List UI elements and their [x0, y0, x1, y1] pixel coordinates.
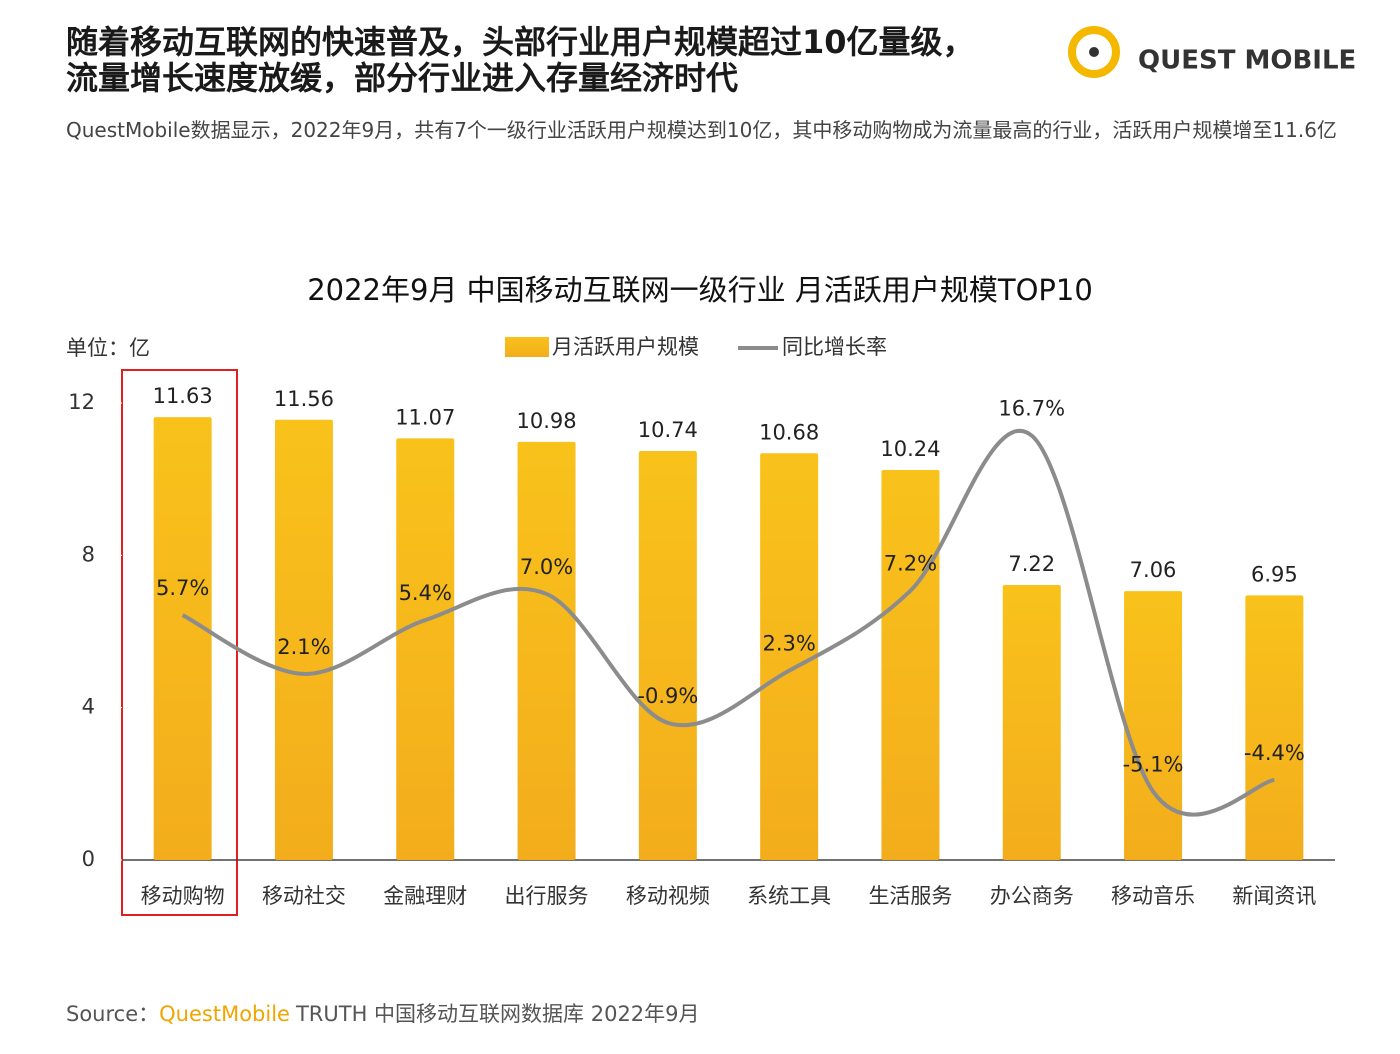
bar	[517, 441, 576, 860]
x-tick-label: 移动社交	[262, 884, 346, 908]
bar-value-label: 11.63	[153, 384, 213, 408]
bar	[881, 470, 940, 860]
y-tick-label: 12	[68, 390, 95, 414]
line-value-label: 5.7%	[156, 576, 209, 600]
bar-value-label: 10.24	[880, 437, 940, 461]
source-part: Source：	[66, 1002, 159, 1026]
bar	[1124, 591, 1183, 860]
line-value-label: 7.0%	[520, 555, 573, 579]
line-value-label: -5.1%	[1123, 752, 1184, 776]
source-part: TRUTH 中国移动互联网数据库 2022年9月	[295, 1002, 700, 1026]
bar	[760, 453, 819, 860]
bar	[274, 419, 333, 860]
bar-value-label: 11.56	[274, 387, 334, 411]
logo-dot	[1089, 47, 1099, 57]
line-value-label: 2.1%	[277, 635, 330, 659]
bar-value-label: 11.07	[395, 405, 455, 429]
x-tick-label: 办公商务	[990, 884, 1074, 908]
y-tick-label: 0	[82, 847, 95, 871]
bar-value-label: 10.74	[638, 418, 698, 442]
bar	[1245, 595, 1304, 860]
line-value-label: 2.3%	[762, 632, 815, 656]
bar-value-label: 6.95	[1251, 562, 1298, 586]
x-tick-label: 移动购物	[141, 884, 225, 908]
legend-label: 同比增长率	[782, 335, 887, 359]
y-tick-label: 4	[82, 695, 95, 719]
logo-ring	[1068, 26, 1120, 78]
x-tick-label: 系统工具	[747, 884, 831, 908]
growth-line	[181, 428, 1275, 817]
y-tick-label: 8	[82, 542, 95, 566]
unit-label: 单位：亿	[66, 336, 150, 360]
line-value-label: -0.9%	[637, 684, 698, 708]
source-part: QuestMobile	[159, 1002, 290, 1026]
subtitle: QuestMobile数据显示，2022年9月，共有7个一级行业活跃用户规模达到…	[66, 118, 1337, 142]
chart-title: 2022年9月 中国移动互联网一级行业 月活跃用户规模TOP10	[307, 273, 1093, 307]
bar	[638, 450, 697, 860]
legend-swatch	[505, 337, 549, 357]
bar-value-label: 7.06	[1130, 558, 1177, 582]
title-line: 随着移动互联网的快速普及，头部行业用户规模超过10亿量级，	[66, 23, 975, 61]
x-tick-label: 出行服务	[505, 884, 589, 908]
line-value-label: -4.4%	[1244, 741, 1305, 765]
x-tick-label: 移动视频	[626, 884, 710, 908]
bar-value-label: 10.68	[759, 420, 819, 444]
subtitle-box: QuestMobile数据显示，2022年9月，共有7个一级行业活跃用户规模达到…	[66, 118, 1337, 142]
highlight-box	[121, 369, 238, 916]
legend-label: 月活跃用户规模	[552, 335, 699, 359]
bar	[1002, 585, 1061, 860]
bar-value-label: 10.98	[516, 409, 576, 433]
title-line: 流量增长速度放缓，部分行业进入存量经济时代	[66, 59, 738, 97]
x-tick-label: 移动音乐	[1111, 884, 1195, 908]
line-value-label: 7.2%	[884, 552, 937, 576]
x-tick-label: 新闻资讯	[1232, 884, 1316, 908]
line-value-label: 16.7%	[998, 397, 1065, 421]
bar-value-label: 7.22	[1008, 552, 1055, 576]
bar	[396, 438, 455, 860]
line-value-label: 5.4%	[399, 581, 452, 605]
source: Source：QuestMobile TRUTH 中国移动互联网数据库 2022年…	[66, 1002, 700, 1026]
logo: QUEST MOBILE	[1068, 26, 1356, 78]
x-tick-label: 金融理财	[383, 884, 467, 908]
logo-text: QUEST MOBILE	[1138, 46, 1356, 76]
x-tick-label: 生活服务	[868, 884, 952, 908]
bar	[153, 417, 212, 860]
